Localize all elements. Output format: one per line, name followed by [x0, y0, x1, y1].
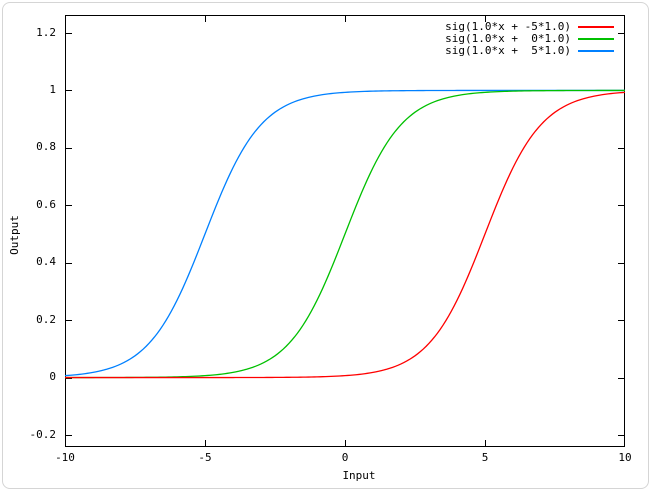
y-tick-label: 1.2 — [36, 25, 56, 39]
y-tick-label: 0 — [49, 370, 56, 384]
x-tick-label: 5 — [481, 451, 489, 464]
y-tick-label: -0.2 — [29, 427, 57, 441]
x-tick-label: -5 — [198, 451, 212, 464]
legend: sig(1.0*x + -5*1.0) sig(1.0*x + 0*1.0) sig… — [445, 21, 614, 57]
series-curve — [65, 89, 625, 379]
legend-label: sig(1.0*x + 5*1.0) — [445, 44, 571, 57]
legend-label: sig(1.0*x + 0*1.0) — [445, 32, 571, 45]
legend-line-sample — [578, 50, 614, 52]
y-tick-label: 0.2 — [36, 312, 56, 326]
y-axis-title: Output — [8, 215, 21, 255]
y-tick-label: 0.6 — [36, 197, 56, 211]
legend-line-sample — [578, 26, 614, 28]
y-tick-label: 1 — [49, 82, 56, 96]
legend-entry: sig(1.0*x + -5*1.0) — [445, 21, 614, 33]
x-tick-label: 0 — [341, 451, 349, 464]
legend-entry: sig(1.0*x + 5*1.0) — [445, 45, 614, 57]
legend-entry: sig(1.0*x + 0*1.0) — [445, 33, 614, 45]
legend-line-sample — [578, 38, 614, 40]
plot-area — [65, 15, 625, 447]
y-tick-label: 0.8 — [36, 140, 56, 154]
x-axis-title: Input — [342, 469, 376, 482]
plot-frame — [65, 15, 625, 447]
x-tick-label: 10 — [618, 451, 632, 464]
y-tick-label: 0.4 — [36, 255, 56, 269]
x-tick-label: -10 — [55, 451, 75, 464]
legend-label: sig(1.0*x + -5*1.0) — [445, 20, 571, 33]
series-curve — [65, 91, 625, 379]
